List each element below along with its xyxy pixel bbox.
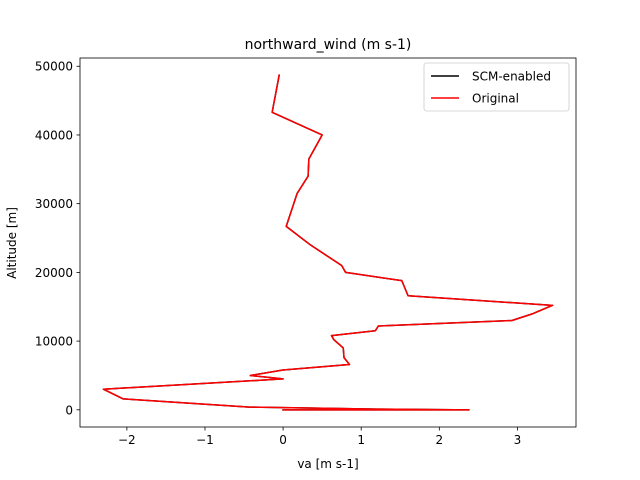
axes: −2 −1 0 1 2 3 0 10000 20000 30000 40000 50000 xyxy=(35,57,577,447)
x-tick-label: 2 xyxy=(435,433,443,447)
y-tick-label: 0 xyxy=(65,403,73,417)
axes-frame xyxy=(79,57,577,428)
x-axis-label: va [m s-1] xyxy=(297,457,358,471)
series-line-1 xyxy=(102,74,554,411)
legend-label-1: Original xyxy=(472,92,519,106)
legend: SCM-enabled Original xyxy=(423,62,570,112)
x-tick-label: −2 xyxy=(118,433,136,447)
plot-area xyxy=(102,74,554,411)
y-tick-label: 50000 xyxy=(35,60,73,74)
x-tick-label: −1 xyxy=(196,433,214,447)
x-tick-label: 0 xyxy=(279,433,287,447)
chart-title: northward_wind (m s-1) xyxy=(245,37,412,53)
y-tick-label: 10000 xyxy=(35,335,73,349)
y-tick-label: 20000 xyxy=(35,266,73,280)
y-tick-label: 30000 xyxy=(35,197,73,211)
y-tick-label: 40000 xyxy=(35,128,73,142)
legend-box xyxy=(423,62,570,112)
x-tick-label: 1 xyxy=(357,433,365,447)
y-axis-label: Altitude [m] xyxy=(5,207,19,279)
x-tick-label: 3 xyxy=(514,433,522,447)
legend-label-0: SCM-enabled xyxy=(472,70,551,84)
